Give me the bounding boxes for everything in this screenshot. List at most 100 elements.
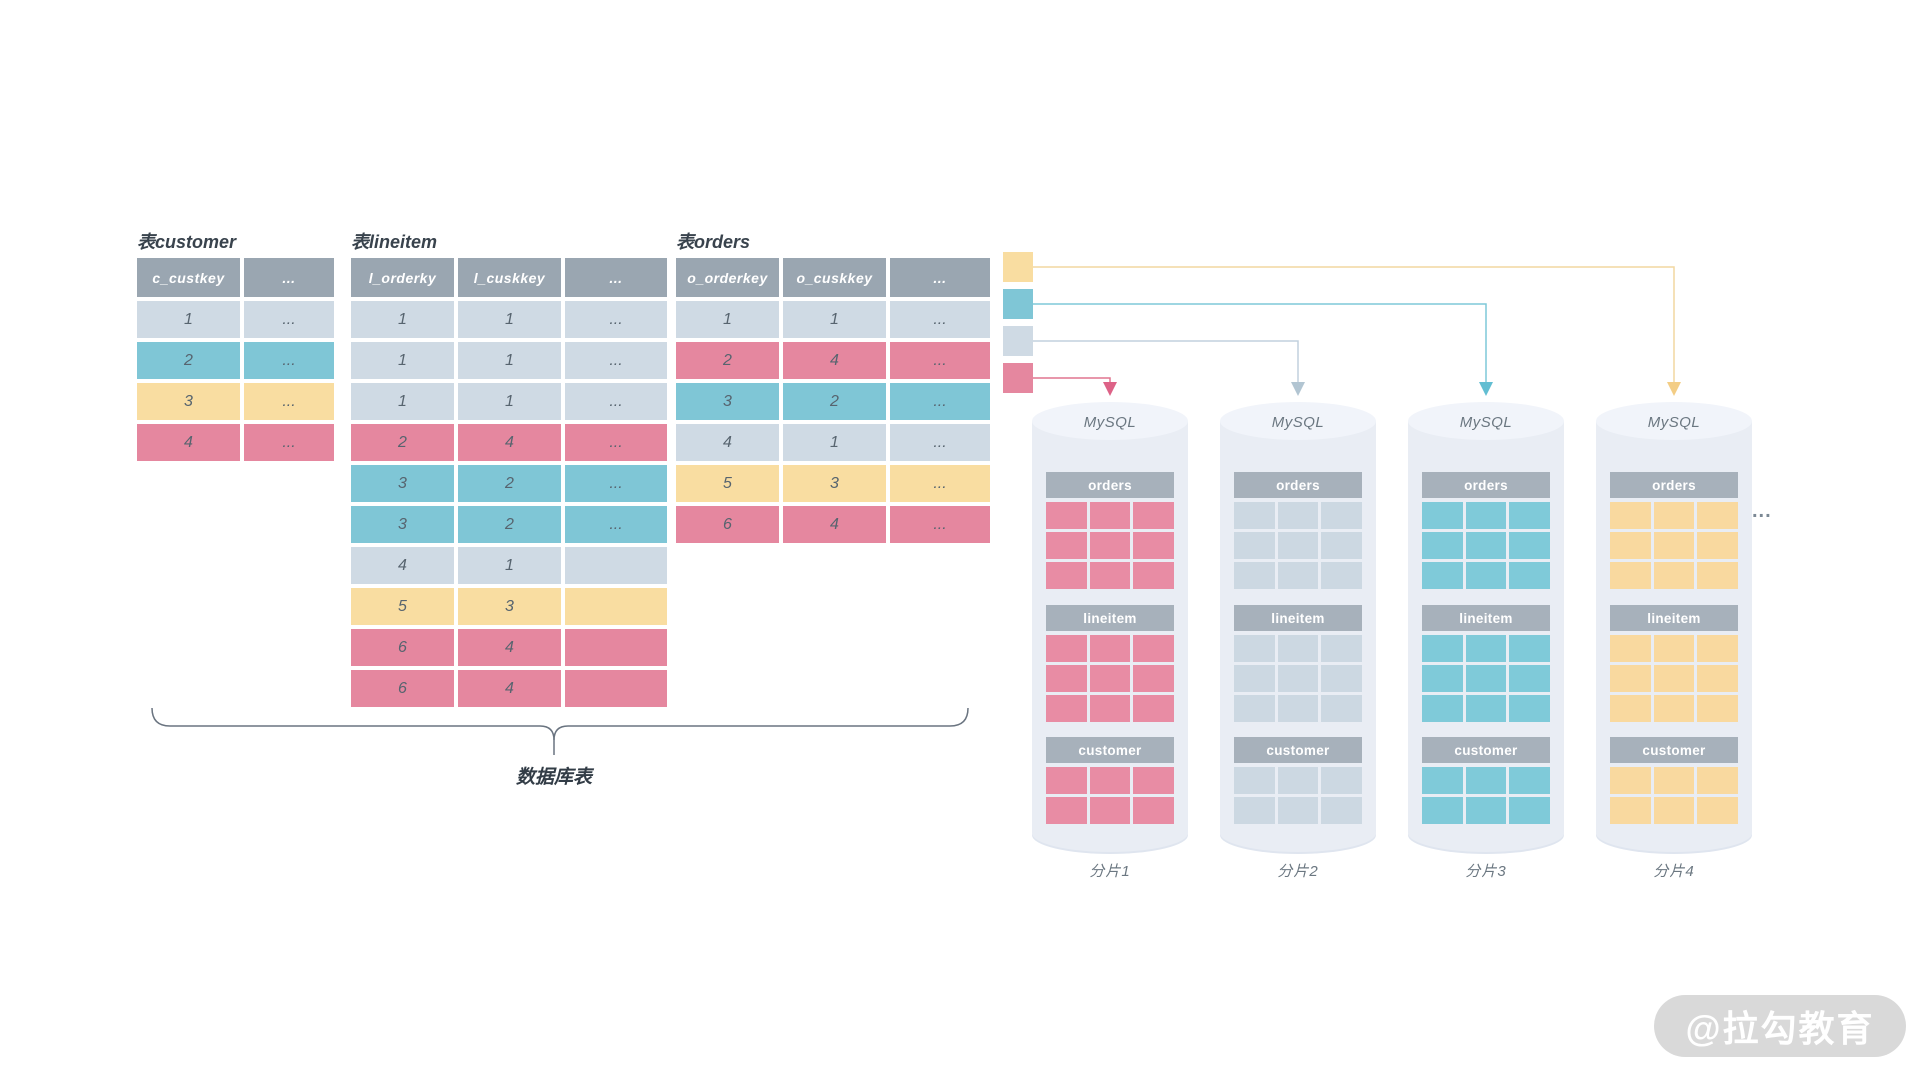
mini-table-orders: orders <box>1234 472 1362 589</box>
shard-table-cell <box>1133 562 1174 589</box>
shard-table-cell <box>1089 502 1131 529</box>
mini-table-lineitem: lineitem <box>1046 605 1174 722</box>
shard-table-cell <box>1465 502 1507 529</box>
shard-table-cell <box>1509 562 1550 589</box>
table-cell: 5 <box>676 465 779 502</box>
shard-table-cell <box>1277 502 1319 529</box>
table-cell: ... <box>565 342 667 379</box>
shard-table-cell <box>1321 695 1362 722</box>
shard-table-cell <box>1422 502 1463 529</box>
mini-table-header: lineitem <box>1234 605 1362 631</box>
arrow-yellow-to-shard4 <box>1033 266 1675 382</box>
mini-table-header: lineitem <box>1422 605 1550 631</box>
column-header: o_cuskkey <box>783 258 886 297</box>
mini-table-header: lineitem <box>1046 605 1174 631</box>
shard-table-cell <box>1697 767 1738 794</box>
shard-table-cell <box>1509 635 1550 662</box>
table-cell: ... <box>244 301 334 338</box>
arrow-pink-to-shard1 <box>1033 377 1111 382</box>
table-row: 3 2 ... <box>351 465 667 502</box>
table-row: 6 4 <box>351 629 667 666</box>
table-cell <box>565 629 667 666</box>
mini-table-lineitem: lineitem <box>1422 605 1550 722</box>
shard-table-cell <box>1465 635 1507 662</box>
mini-table-header: customer <box>1610 737 1738 763</box>
shard-table-cell <box>1422 665 1463 692</box>
shard-table-cell <box>1321 635 1362 662</box>
shard-1-cylinder: MySQL orders lineitem customer 分片1 <box>1032 402 1188 880</box>
mini-table-customer: customer <box>1610 737 1738 824</box>
cylinder-top <box>1596 402 1752 440</box>
shard-table-cell <box>1046 695 1087 722</box>
shard-table-cell <box>1234 532 1275 559</box>
shard-table-cell <box>1321 767 1362 794</box>
table-cell: 4 <box>458 424 561 461</box>
shard-table-cell <box>1610 532 1651 559</box>
shard-4-label: 分片4 <box>1653 863 1695 880</box>
table-cell: ... <box>565 506 667 543</box>
shard-table-cell <box>1465 767 1507 794</box>
shard-table-cell <box>1046 767 1087 794</box>
mini-table-header: orders <box>1046 472 1174 498</box>
column-header: l_orderky <box>351 258 454 297</box>
shard-table-cell <box>1133 665 1174 692</box>
mini-table-grid <box>1046 767 1174 824</box>
shard-table-cell <box>1465 665 1507 692</box>
table-customer-title: 表customer <box>137 232 237 252</box>
shard-3-label: 分片3 <box>1465 863 1507 880</box>
shard-table-cell <box>1277 695 1319 722</box>
shard-table-cell <box>1234 562 1275 589</box>
mini-table-orders: orders <box>1046 472 1174 589</box>
shard-table-cell <box>1046 635 1087 662</box>
shard-table-cell <box>1133 502 1174 529</box>
shard-4-cylinder: MySQL orders lineitem customer 分片4 <box>1596 402 1752 880</box>
table-row: 5 3 <box>351 588 667 625</box>
table-cell <box>565 588 667 625</box>
mysql-label: MySQL <box>1647 414 1701 431</box>
table-cell: 1 <box>351 342 454 379</box>
shard-table-cell <box>1234 635 1275 662</box>
table-cell <box>565 547 667 584</box>
table-cell: ... <box>565 424 667 461</box>
table-row: 6 4 ... <box>676 506 990 543</box>
shard-table-cell <box>1234 695 1275 722</box>
table-cell <box>565 670 667 707</box>
mini-table-header: orders <box>1422 472 1550 498</box>
table-cell: 6 <box>351 629 454 666</box>
table-cell: 1 <box>676 301 779 338</box>
mini-table-grid <box>1046 502 1174 589</box>
table-cell: ... <box>890 301 990 338</box>
shard-table-cell <box>1509 767 1550 794</box>
shard-table-cell <box>1089 562 1131 589</box>
shard-table-cell <box>1422 695 1463 722</box>
arrowhead-yellow <box>1667 382 1681 396</box>
table-cell: ... <box>244 424 334 461</box>
table-cell: 1 <box>458 342 561 379</box>
table-cell: 6 <box>351 670 454 707</box>
table-cell: ... <box>890 424 990 461</box>
shard-table-cell <box>1509 502 1550 529</box>
legend-swatch-shard3 <box>1003 289 1033 319</box>
column-header: ... <box>244 258 334 297</box>
shard-1-label: 分片1 <box>1089 863 1131 880</box>
mini-table-lineitem: lineitem <box>1610 605 1738 722</box>
shard-table-cell <box>1653 562 1695 589</box>
table-row: 6 4 <box>351 670 667 707</box>
shard-table-cell <box>1610 635 1651 662</box>
table-row: 3 ... <box>137 383 334 420</box>
shard-table-cell <box>1089 695 1131 722</box>
shard-table-cell <box>1089 767 1131 794</box>
table-cell: 1 <box>351 383 454 420</box>
mysql-label: MySQL <box>1459 414 1513 431</box>
cylinder-top <box>1220 402 1376 440</box>
shard-table-cell <box>1422 767 1463 794</box>
shard-table-cell <box>1321 532 1362 559</box>
mini-table-header: customer <box>1234 737 1362 763</box>
shard-table-cell <box>1277 665 1319 692</box>
shard-table-cell <box>1089 665 1131 692</box>
shard-table-cell <box>1321 665 1362 692</box>
shard-table-cell <box>1046 797 1087 824</box>
shard-table-cell <box>1046 502 1087 529</box>
shard-table-cell <box>1610 797 1651 824</box>
